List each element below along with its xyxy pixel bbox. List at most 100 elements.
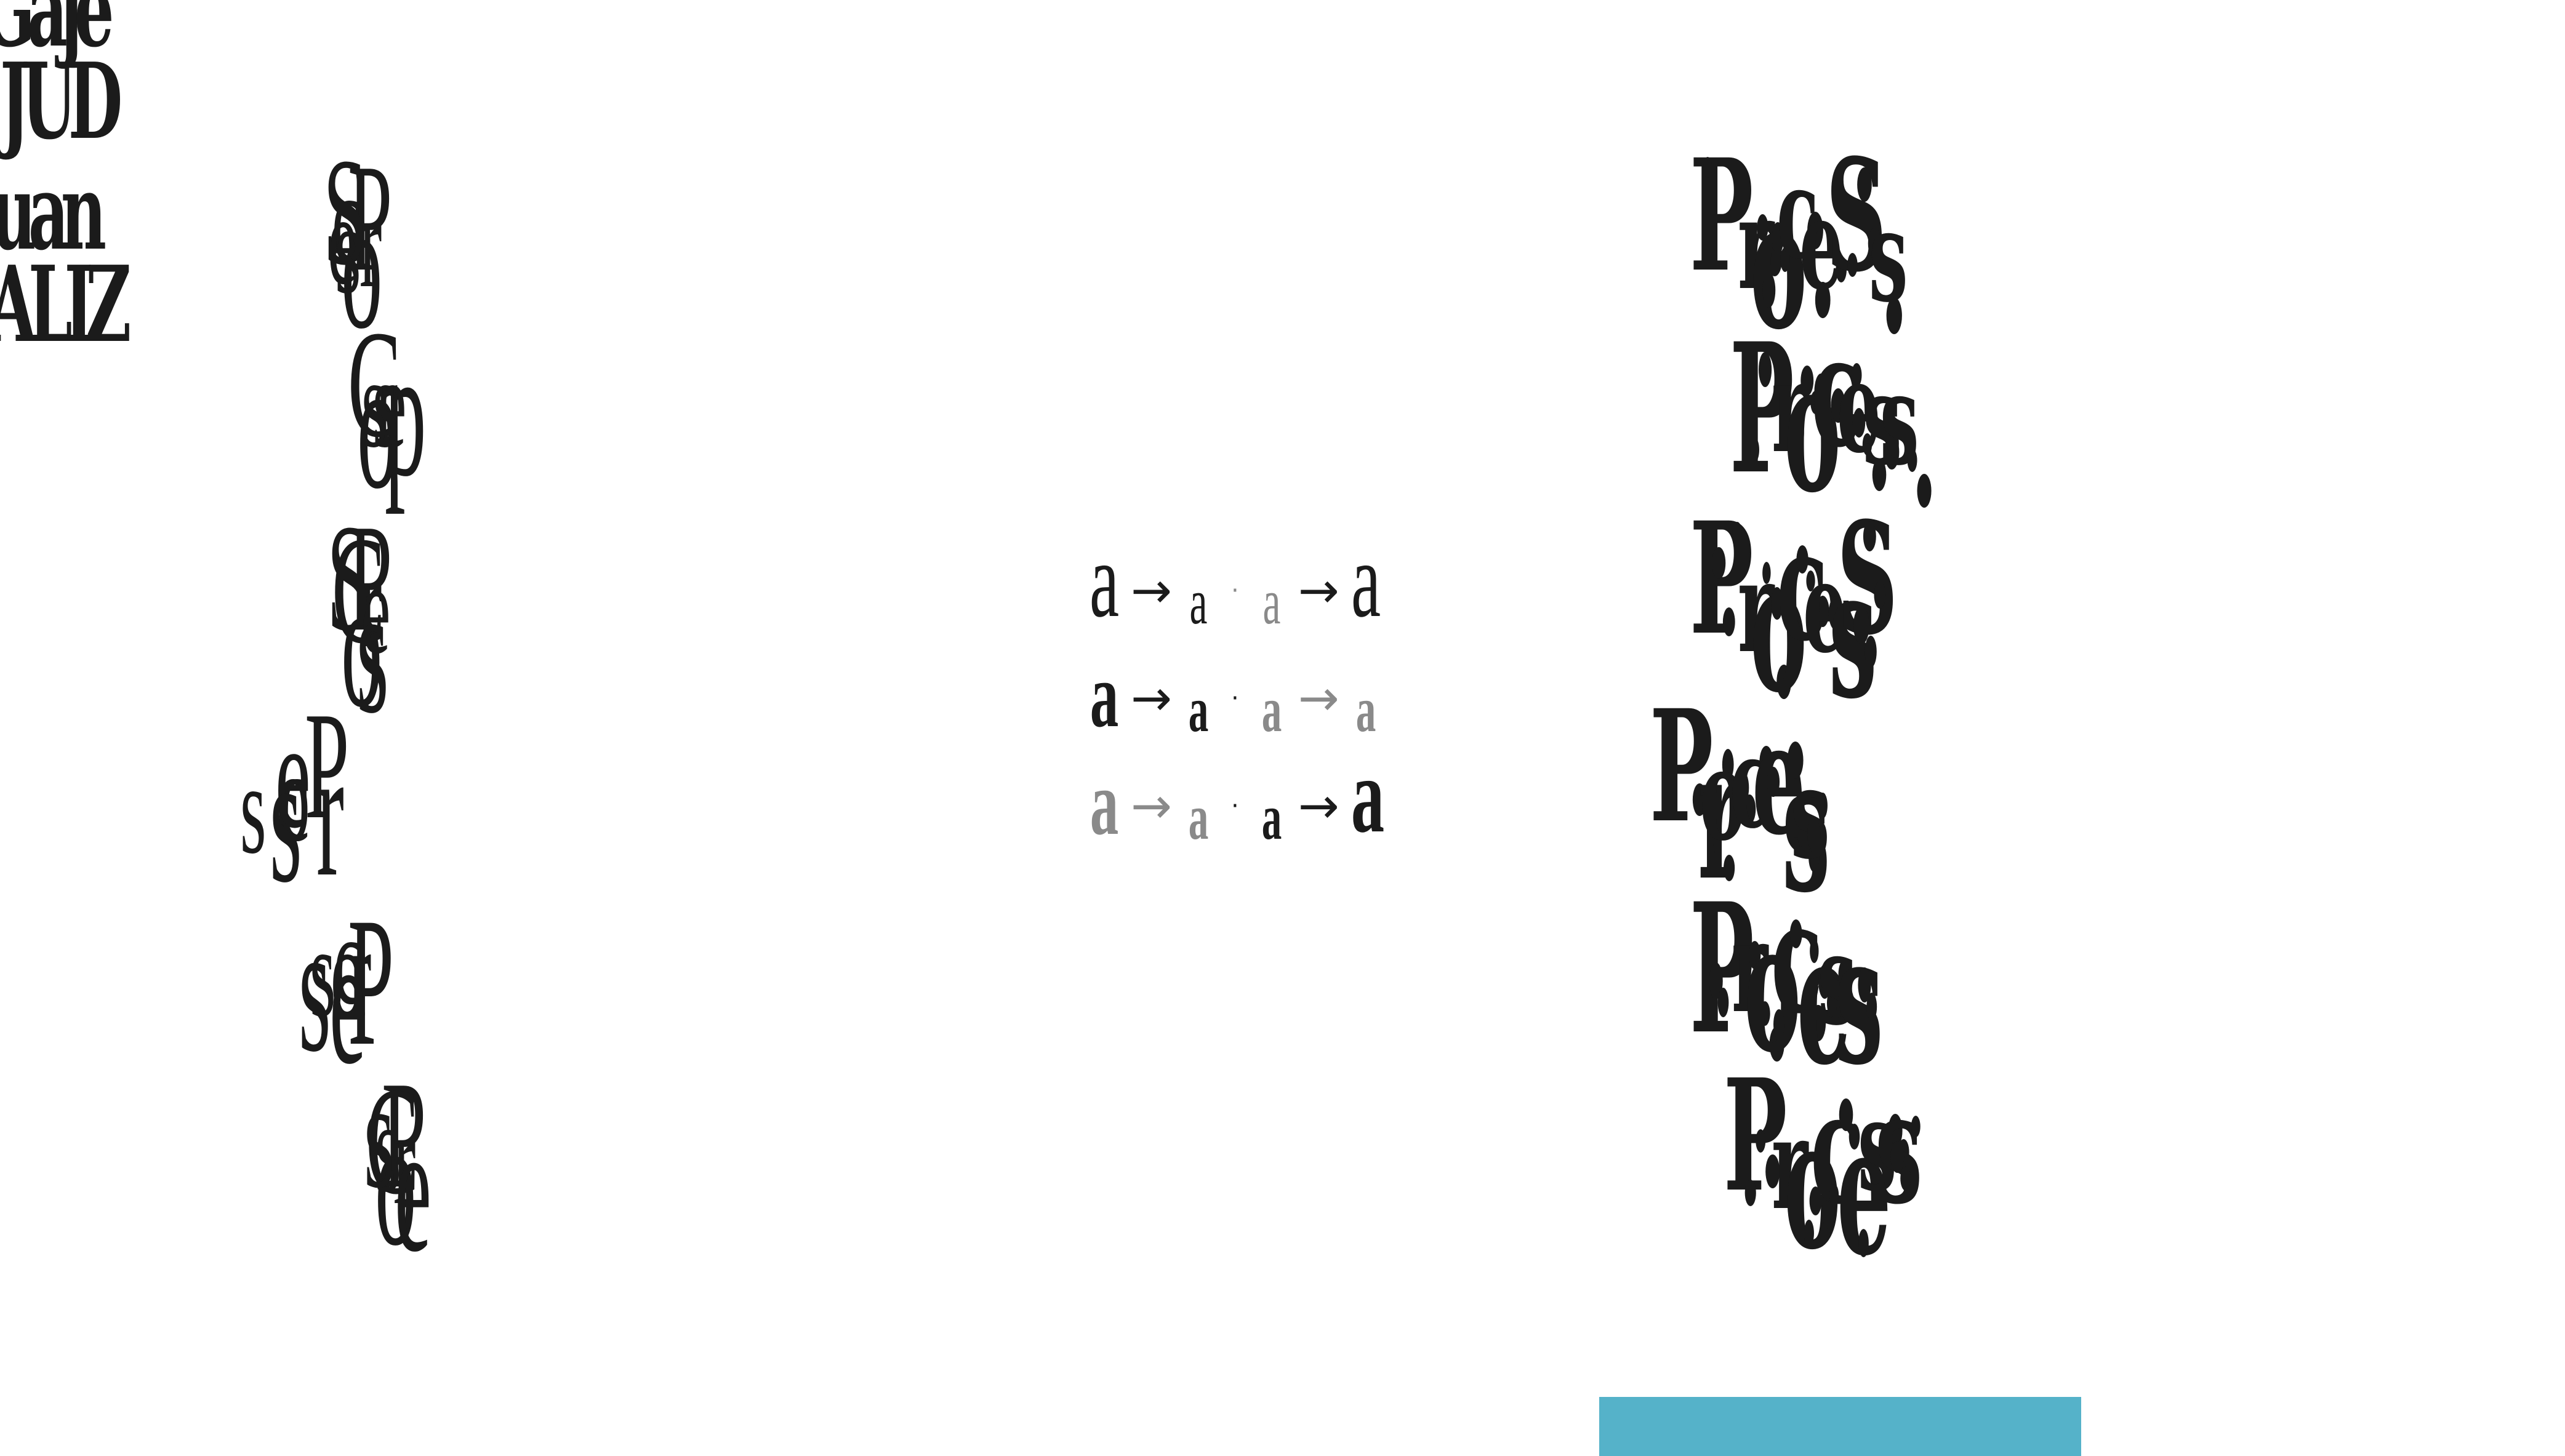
decorated-glyph: S bbox=[1837, 488, 1898, 669]
decorated-glyph: s bbox=[1818, 906, 1857, 1054]
diagram-glyph: a bbox=[1090, 752, 1119, 854]
decorated-glyph: e bbox=[1836, 1086, 1892, 1295]
swash-ornament bbox=[1866, 993, 1877, 1021]
decorated-glyph: P bbox=[1690, 488, 1754, 669]
glyph: o bbox=[330, 901, 364, 1044]
swash-ornament bbox=[1692, 783, 1707, 816]
diagram-row: a → a · a → a bbox=[1080, 649, 1390, 742]
glyph: P bbox=[348, 879, 395, 1084]
swash-ornament bbox=[1722, 749, 1734, 780]
glyph: S bbox=[326, 493, 372, 663]
swash-ornament bbox=[1780, 247, 1790, 272]
swash-ornament bbox=[1808, 843, 1820, 872]
decorated-process-word: P r o c e s s bbox=[1650, 676, 1831, 917]
swash-ornament bbox=[1759, 1001, 1770, 1026]
swash-ornament bbox=[1806, 570, 1816, 591]
glyph: s bbox=[361, 332, 388, 474]
decorated-glyph: P bbox=[1650, 676, 1714, 857]
swash-ornament bbox=[1890, 1141, 1904, 1173]
swash-ornament bbox=[1804, 1220, 1814, 1247]
glyph: s bbox=[239, 738, 267, 881]
glyph: o bbox=[374, 1079, 417, 1284]
swash-ornament bbox=[1800, 366, 1814, 396]
specimen-line: ALIZ bbox=[0, 243, 131, 366]
diagram-glyph: a bbox=[1189, 566, 1208, 638]
glyph: S bbox=[323, 127, 368, 297]
dot-separator-icon: · bbox=[1231, 577, 1239, 605]
swash-ornament bbox=[1884, 434, 1900, 470]
decorated-glyph: o bbox=[1784, 323, 1841, 532]
glyph: s bbox=[270, 716, 302, 921]
glyph: c bbox=[333, 889, 364, 1031]
glyph: o bbox=[340, 541, 383, 745]
glyph: P bbox=[348, 493, 393, 663]
swash-ornament bbox=[1872, 458, 1887, 491]
decorated-glyph: S bbox=[1825, 125, 1887, 306]
swash-ornament bbox=[1762, 562, 1771, 584]
swash-ornament bbox=[1907, 449, 1917, 472]
swash-ornament bbox=[1809, 1186, 1822, 1215]
decorated-glyph: e bbox=[1799, 182, 1847, 318]
swash-ornament bbox=[1862, 433, 1872, 455]
swash-ornament bbox=[1757, 214, 1768, 241]
decorated-glyph: o bbox=[1750, 160, 1807, 369]
glyph: C bbox=[365, 1056, 419, 1226]
glyph: s bbox=[356, 547, 389, 751]
swash-ornament bbox=[1836, 257, 1847, 282]
swash-ornament bbox=[1838, 959, 1852, 989]
glyph: e bbox=[327, 169, 358, 311]
decorated-glyph: P bbox=[1724, 1045, 1788, 1226]
decorated-glyph: s bbox=[1863, 346, 1902, 494]
swash-ornament bbox=[1703, 157, 1712, 178]
swash-ornament bbox=[1865, 636, 1877, 668]
glyph: e bbox=[360, 538, 391, 681]
glyph: r bbox=[375, 332, 398, 474]
swash-ornament bbox=[1818, 964, 1831, 999]
decorated-glyph: P bbox=[1730, 305, 1794, 514]
swash-ornament bbox=[1771, 587, 1783, 620]
glyph: C bbox=[347, 299, 401, 470]
glyph: e bbox=[275, 690, 311, 860]
swash-ornament bbox=[1756, 1129, 1766, 1153]
glyph: e bbox=[329, 898, 366, 1102]
swash-ornament bbox=[1713, 834, 1722, 855]
diagram-glyph: a bbox=[1355, 673, 1376, 745]
arrow-right-icon: → bbox=[1131, 670, 1173, 727]
decorated-glyph: c bbox=[1776, 151, 1824, 277]
decorated-glyph: s bbox=[1790, 740, 1830, 887]
swash-ornament bbox=[1888, 1114, 1903, 1148]
arrow-right-icon: → bbox=[1298, 777, 1339, 834]
dot-separator-icon: · bbox=[1231, 792, 1239, 820]
glyph: r bbox=[359, 172, 382, 314]
decorated-glyph: r bbox=[1772, 1102, 1822, 1228]
swash-ornament bbox=[1847, 253, 1858, 277]
swash-ornament bbox=[1744, 1180, 1756, 1206]
glyph-transformation-diagram: a → a · a → a a → a · a → a a → a · a → … bbox=[1080, 526, 1499, 886]
glyph: p bbox=[385, 310, 427, 514]
accent-bar bbox=[1599, 1397, 2081, 1456]
swash-ornament bbox=[1722, 607, 1735, 636]
specimen-line: Gaje bbox=[0, 0, 114, 71]
glyph: s bbox=[374, 1076, 401, 1219]
swash-ornament bbox=[1807, 212, 1824, 249]
swash-ornament bbox=[1858, 1229, 1869, 1257]
glyph: s bbox=[335, 178, 361, 321]
swash-ornament bbox=[1723, 855, 1735, 881]
glyph: s bbox=[372, 332, 399, 474]
glyph: C bbox=[331, 505, 385, 676]
glyph: s bbox=[298, 886, 331, 1090]
swash-ornament bbox=[1814, 374, 1828, 410]
swash-ornament bbox=[1767, 767, 1780, 797]
glyph: r bbox=[393, 1089, 416, 1231]
decorated-process-word: P r o c e s s bbox=[1690, 880, 1883, 1089]
glyph: r bbox=[359, 532, 382, 674]
swash-ornament bbox=[1772, 222, 1784, 254]
decorated-process-word: P r o c e s s bbox=[1724, 1045, 1922, 1280]
glyph: s bbox=[363, 1050, 395, 1220]
decorated-glyph: o bbox=[1700, 732, 1756, 881]
swash-ornament bbox=[1849, 1124, 1860, 1150]
glyph: r bbox=[316, 710, 345, 914]
glyph: P bbox=[348, 133, 393, 303]
glyph: e bbox=[376, 332, 407, 474]
glyph: c bbox=[279, 726, 310, 868]
